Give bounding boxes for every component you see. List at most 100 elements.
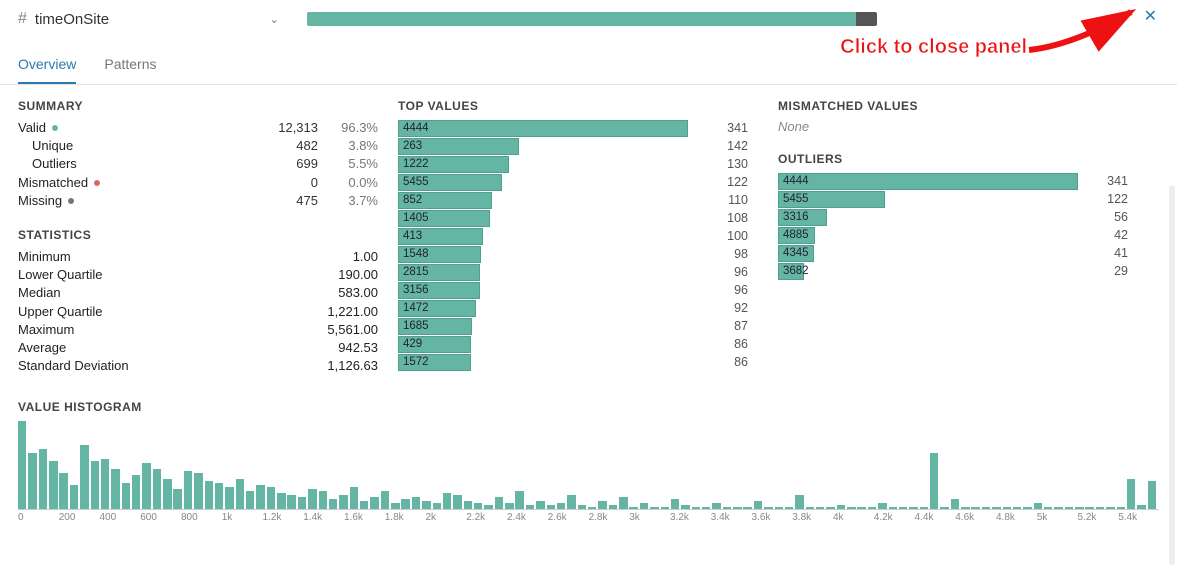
axis-tick: 1.8k — [385, 512, 426, 523]
histogram-bar — [526, 505, 534, 509]
axis-tick: 5.2k — [1078, 512, 1119, 523]
outlier-count: 122 — [1078, 192, 1128, 206]
histogram-bar — [868, 507, 876, 509]
histogram-bar — [671, 499, 679, 509]
grey-dot-icon — [68, 198, 74, 204]
top-value-bar: 5455 — [398, 174, 502, 191]
top-value-label: 3156 — [399, 284, 429, 296]
top-value-label: 852 — [399, 194, 422, 206]
top-value-row: 157286 — [398, 353, 758, 371]
stat-label: Minimum — [18, 248, 258, 266]
top-value-bar-wrap: 1472 — [398, 300, 688, 317]
histogram-bar — [350, 487, 358, 509]
mismatched-heading: MISMATCHED VALUES — [778, 99, 1138, 113]
top-value-label: 5455 — [399, 176, 429, 188]
histogram-bar — [153, 469, 161, 509]
top-value-bar-wrap: 1685 — [398, 318, 688, 335]
teal-dot-icon — [52, 125, 58, 131]
top-value-row: 42986 — [398, 335, 758, 353]
outlier-bar-wrap: 4885 — [778, 227, 1078, 244]
top-value-bar: 1548 — [398, 246, 481, 263]
summary-pct: 5.5% — [318, 155, 378, 173]
top-value-label: 2815 — [399, 266, 429, 278]
axis-tick: 2k — [426, 512, 467, 523]
top-value-bar-wrap: 1222 — [398, 156, 688, 173]
histogram-bar — [733, 507, 741, 509]
statistics-heading: STATISTICS — [18, 228, 378, 242]
histogram-bar — [205, 481, 213, 509]
summary-list: Valid12,31396.3%Unique4823.8%Outliers699… — [18, 119, 378, 210]
tab-overview[interactable]: Overview — [18, 56, 76, 84]
histogram-bar — [920, 507, 928, 509]
top-value-row: 852 110 — [398, 191, 758, 209]
stat-value: 1,221.00 — [258, 303, 378, 321]
stat-label: Standard Deviation — [18, 357, 258, 375]
top-value-bar: 1405 — [398, 210, 490, 227]
top-value-count: 130 — [688, 157, 748, 171]
top-value-bar-wrap: 263 — [398, 138, 688, 155]
histogram-bar — [982, 507, 990, 509]
axis-tick: 5k — [1037, 512, 1078, 523]
histogram-bar — [847, 507, 855, 509]
histogram-bar — [837, 505, 845, 509]
histogram-bar — [1034, 503, 1042, 509]
close-icon[interactable]: ✕ — [1144, 6, 1157, 26]
histogram-bar — [588, 507, 596, 509]
histogram-bar — [215, 483, 223, 509]
histogram-bar — [453, 495, 461, 509]
top-value-count: 110 — [688, 193, 748, 207]
top-value-row: 1222130 — [398, 155, 758, 173]
top-value-bar-wrap: 3156 — [398, 282, 688, 299]
outlier-row: 331656 — [778, 208, 1138, 226]
top-value-count: 98 — [688, 247, 748, 261]
histogram-bar — [433, 503, 441, 509]
panel-body: SUMMARY Valid12,31396.3%Unique4823.8%Out… — [0, 85, 1177, 375]
axis-tick: 4.2k — [874, 512, 915, 523]
axis-tick: 3.6k — [752, 512, 793, 523]
axis-tick: 200 — [59, 512, 100, 523]
histogram-bar — [1117, 507, 1125, 509]
summary-count: 482 — [248, 137, 318, 155]
outlier-row: 368229 — [778, 262, 1138, 280]
top-value-count: 122 — [688, 175, 748, 189]
top-value-count: 86 — [688, 355, 748, 369]
top-value-bar-wrap: 429 — [398, 336, 688, 353]
top-value-bar: 4444 — [398, 120, 688, 137]
top-value-row: 1405108 — [398, 209, 758, 227]
stat-row: Minimum1.00 — [18, 248, 378, 266]
top-value-count: 96 — [688, 265, 748, 279]
chevron-down-icon[interactable]: ⌄ — [269, 12, 279, 26]
axis-tick: 2.2k — [466, 512, 507, 523]
top-value-row: 4444341 — [398, 119, 758, 137]
histogram-bar — [142, 463, 150, 509]
histogram-bar — [236, 479, 244, 509]
histogram-bar — [18, 421, 26, 509]
histogram-bar — [298, 497, 306, 509]
histogram-bar — [422, 501, 430, 509]
histogram-bar — [578, 505, 586, 509]
tab-patterns[interactable]: Patterns — [104, 56, 156, 84]
histogram-bar — [702, 507, 710, 509]
stat-row: Median583.00 — [18, 284, 378, 302]
histogram-bar — [122, 483, 130, 509]
axis-tick: 2.4k — [507, 512, 548, 523]
summary-row: Outliers6995.5% — [18, 155, 378, 173]
histogram-bar — [940, 507, 948, 509]
histogram-bar — [173, 489, 181, 509]
stat-value: 583.00 — [258, 284, 378, 302]
histogram-bar — [857, 507, 865, 509]
top-value-row: 1548 98 — [398, 245, 758, 263]
histogram-bar — [80, 445, 88, 509]
histogram-bar — [443, 493, 451, 509]
scrollbar[interactable] — [1169, 185, 1175, 565]
top-value-bar-wrap: 413 — [398, 228, 688, 245]
hash-icon: # — [18, 10, 27, 28]
top-value-bar-wrap: 4444 — [398, 120, 688, 137]
summary-label: Unique — [18, 137, 248, 155]
histogram-bar — [992, 507, 1000, 509]
axis-tick: 800 — [181, 512, 222, 523]
summary-label: Missing — [18, 192, 248, 210]
histogram-bar — [785, 507, 793, 509]
histogram-bar — [1106, 507, 1114, 509]
summary-row: Valid12,31396.3% — [18, 119, 378, 137]
